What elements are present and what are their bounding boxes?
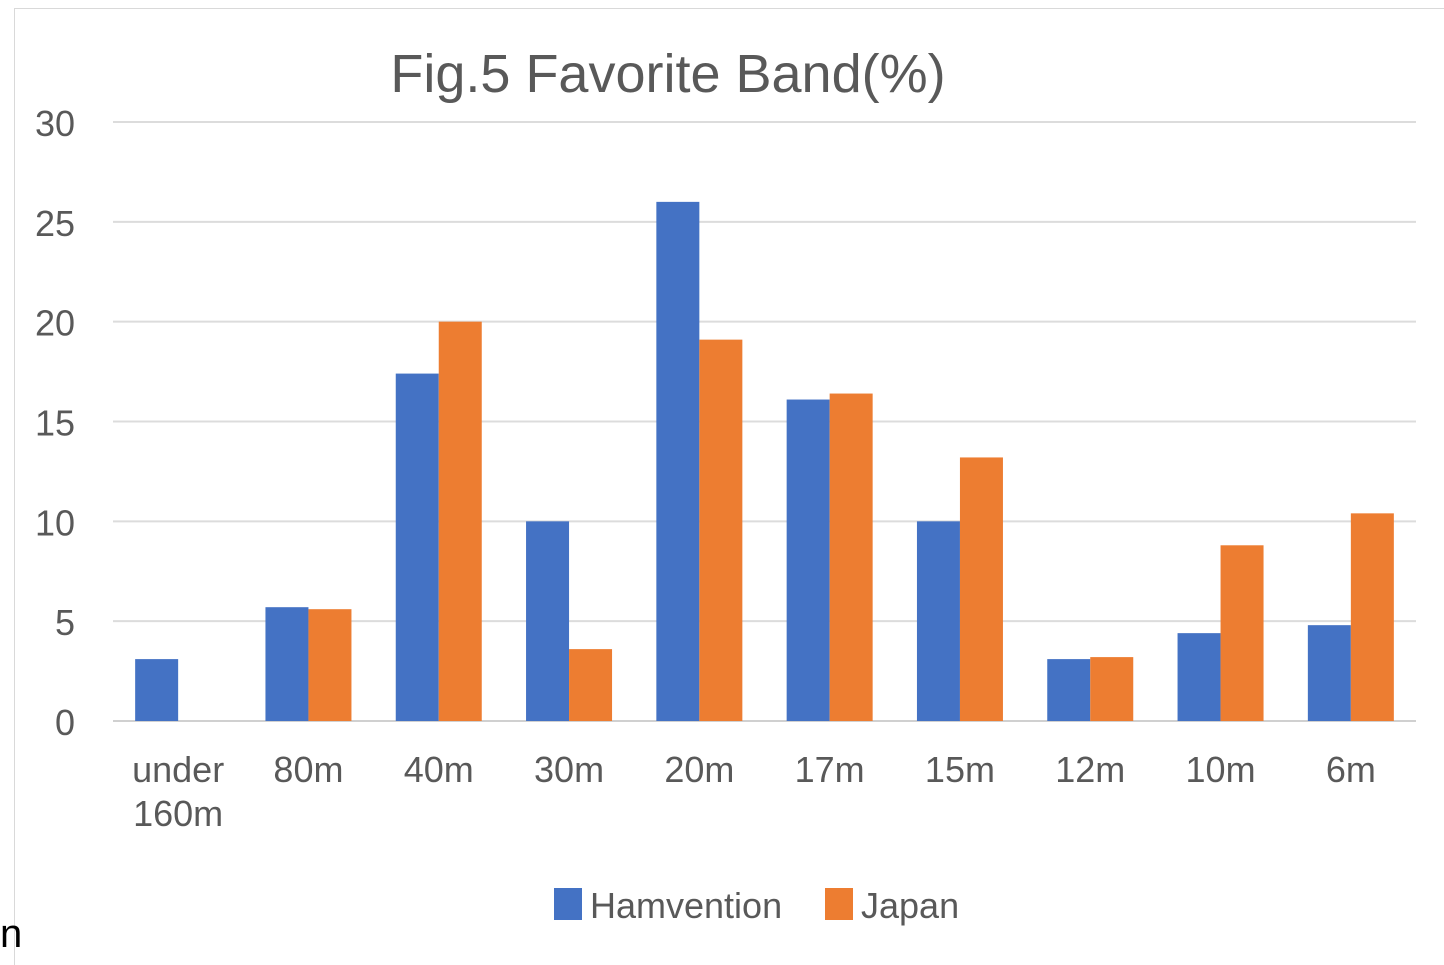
x-tick-label: 6m bbox=[1326, 749, 1376, 790]
bar-hamvention-under-160m bbox=[135, 659, 179, 721]
y-tick-label: 25 bbox=[35, 203, 75, 244]
x-tick-label: under 160m bbox=[132, 749, 224, 834]
x-tick-label: 10m bbox=[1186, 749, 1256, 790]
x-tick-label: 80m bbox=[273, 749, 343, 790]
y-tick-label: 10 bbox=[35, 502, 75, 543]
bar-hamvention-12m bbox=[1047, 659, 1091, 721]
x-tick-label: 15m bbox=[925, 749, 995, 790]
bar-hamvention-40m bbox=[395, 373, 439, 721]
x-tick-label: 30m bbox=[534, 749, 604, 790]
bar-hamvention-30m bbox=[526, 521, 570, 721]
x-tick-label-line: 10m bbox=[1186, 749, 1256, 790]
y-tick-label: 15 bbox=[35, 403, 75, 444]
legend-swatch bbox=[825, 888, 853, 920]
legend-label: Hamvention bbox=[590, 885, 782, 926]
bar-japan-15m bbox=[959, 457, 1003, 721]
legend-label: Japan bbox=[861, 885, 959, 926]
bar-japan-40m bbox=[438, 321, 482, 721]
x-tick-label-line: under bbox=[132, 749, 224, 790]
bar-hamvention-17m bbox=[786, 399, 830, 721]
x-tick-label-line: 17m bbox=[795, 749, 865, 790]
bar-japan-30m bbox=[569, 649, 613, 721]
y-tick-label: 5 bbox=[55, 602, 75, 643]
bar-hamvention-15m bbox=[916, 521, 960, 721]
x-tick-label-line: 80m bbox=[273, 749, 343, 790]
bar-hamvention-10m bbox=[1177, 633, 1221, 721]
x-tick-label-line: 15m bbox=[925, 749, 995, 790]
x-tick-label-line: 6m bbox=[1326, 749, 1376, 790]
bar-japan-17m bbox=[829, 393, 873, 721]
bar-japan-10m bbox=[1220, 545, 1264, 721]
x-tick-label: 40m bbox=[404, 749, 474, 790]
y-tick-label: 20 bbox=[35, 303, 75, 344]
bar-hamvention-80m bbox=[265, 607, 309, 721]
y-tick-label: 0 bbox=[55, 702, 75, 743]
bar-japan-6m bbox=[1350, 513, 1394, 721]
x-tick-label-line: 160m bbox=[133, 793, 223, 834]
chart-title: Fig.5 Favorite Band(%) bbox=[390, 44, 945, 104]
chart-frame bbox=[14, 8, 1444, 965]
x-tick-label-line: 20m bbox=[664, 749, 734, 790]
y-tick-label: 30 bbox=[35, 103, 75, 144]
bar-japan-12m bbox=[1090, 657, 1134, 721]
x-tick-label: 20m bbox=[664, 749, 734, 790]
x-tick-label-line: 40m bbox=[404, 749, 474, 790]
x-tick-label-line: 12m bbox=[1055, 749, 1125, 790]
x-tick-label: 17m bbox=[795, 749, 865, 790]
legend-swatch bbox=[554, 888, 582, 920]
bar-hamvention-20m bbox=[656, 201, 700, 721]
bar-japan-20m bbox=[699, 339, 743, 721]
x-tick-label-line: 30m bbox=[534, 749, 604, 790]
bar-hamvention-6m bbox=[1307, 625, 1351, 721]
x-tick-label: 12m bbox=[1055, 749, 1125, 790]
cropped-text-fragment: n bbox=[0, 912, 23, 956]
bar-japan-80m bbox=[308, 609, 352, 721]
